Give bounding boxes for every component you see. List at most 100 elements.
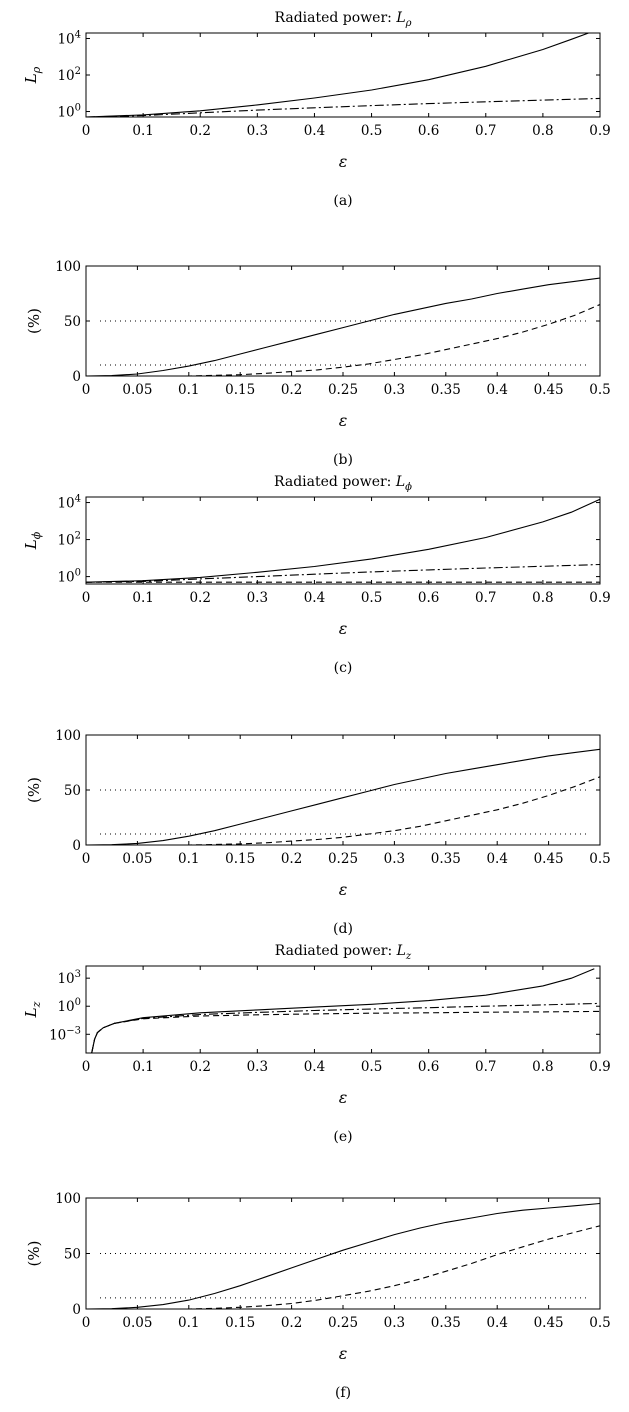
x-tick-label: 0.6 <box>418 590 439 606</box>
y-tick-label: 50 <box>64 1247 81 1263</box>
series-dashed-line <box>86 776 600 845</box>
y-tick-mantissa: 10 <box>57 68 74 84</box>
panel-f: 0 0.05 0.1 0.15 0.2 0.25 0.3 0.35 0.4 0.45 0.5 0 50 1… <box>25 1191 611 1401</box>
series-group <box>86 748 600 845</box>
chart-title-var: L <box>395 10 405 26</box>
y-axis-label: Lϕ <box>22 531 43 550</box>
x-tick-label: 0 <box>82 1315 91 1331</box>
series-dashed-line <box>91 1010 600 1053</box>
y-tick-mantissa: 10 <box>49 1027 66 1043</box>
x-tick-label: 0.25 <box>328 382 358 398</box>
chart-title-sub: z <box>405 951 412 962</box>
y-tick-mantissa: 10 <box>57 105 74 121</box>
x-tick-label: 0.45 <box>534 382 564 398</box>
x-tick-label: 0.6 <box>418 1059 439 1075</box>
x-tick-label: 0 <box>82 851 91 867</box>
panel-caption: (b) <box>333 452 353 468</box>
chart-title-prefix: Radiated power: <box>275 943 397 959</box>
x-tick-label: 0.5 <box>361 1059 382 1075</box>
x-tick-label: 0.3 <box>247 590 268 606</box>
plot-frame <box>85 1197 601 1310</box>
plot-frame <box>85 734 601 846</box>
x-tick-label: 0.9 <box>589 1059 610 1075</box>
y-axis-label: (%) <box>25 308 43 334</box>
y-tick-exponent: 3 <box>75 969 81 980</box>
x-tick-label: 0 <box>82 590 91 606</box>
plot-frame <box>85 496 601 585</box>
series-dashdot-line <box>91 1002 600 1053</box>
x-tick-label: 0.2 <box>189 123 210 139</box>
x-tick-label: 0.7 <box>475 590 496 606</box>
x-tick-label: 0.15 <box>225 1315 255 1331</box>
y-tick-label: 100 <box>57 997 81 1015</box>
x-tick-label: 0.3 <box>247 123 268 139</box>
x-tick-label: 0.1 <box>132 1059 153 1075</box>
chart-title-var: L <box>395 474 405 490</box>
y-axis-label-var: L <box>22 539 40 550</box>
y-tick-label: 50 <box>64 783 81 799</box>
y-tick-exponent: 0 <box>75 103 81 114</box>
series-dashdot-line <box>86 563 600 583</box>
chart-title-prefix: Radiated power: <box>274 474 396 490</box>
y-tick-mantissa: 10 <box>57 999 74 1015</box>
x-tick-label: 0.2 <box>281 851 302 867</box>
panel-caption: (f) <box>335 1385 351 1401</box>
y-tick-exponent: 0 <box>75 568 81 579</box>
plot-frame <box>85 32 601 118</box>
series-group <box>86 277 600 376</box>
plot-frame <box>85 965 601 1054</box>
y-tick-exponent: 2 <box>75 66 81 77</box>
x-tick-label: 0.3 <box>247 1059 268 1075</box>
x-tick-label: 0.6 <box>418 123 439 139</box>
x-tick-label: 0.2 <box>189 590 210 606</box>
series-solid-line <box>86 277 600 376</box>
x-tick-label: 0.35 <box>431 851 461 867</box>
y-tick-label: 0 <box>72 1302 81 1318</box>
x-tick-label: 0.5 <box>361 590 382 606</box>
series-solid-line <box>91 968 595 1053</box>
y-tick-label: 100 <box>55 259 81 275</box>
y-tick-exponent: 4 <box>75 29 81 40</box>
y-tick-label: 0 <box>72 369 81 385</box>
y-axis-label-sub: ϕ <box>30 531 43 539</box>
x-tick-label: 0.45 <box>534 851 564 867</box>
chart-title-prefix: Radiated power: <box>274 10 396 26</box>
y-tick-label: 104 <box>57 494 81 512</box>
series-solid-line <box>86 748 600 845</box>
chart-title-sub: ϕ <box>405 482 412 493</box>
y-tick-mantissa: 10 <box>57 533 74 549</box>
x-axis-label: ε <box>339 1344 348 1363</box>
x-tick-label: 0.1 <box>132 590 153 606</box>
y-tick-mantissa: 10 <box>57 496 74 512</box>
panel-c: 0 0.1 0.2 0.3 0.4 0.5 0.6 0.7 0.8 0.9100102104LϕR… <box>22 474 611 676</box>
series-group <box>86 498 600 583</box>
x-tick-label: 0.7 <box>475 123 496 139</box>
y-tick-label: 100 <box>57 568 81 586</box>
y-tick-label: 0 <box>72 838 81 854</box>
y-axis-label: (%) <box>25 777 43 803</box>
x-tick-label: 0 <box>82 123 91 139</box>
x-tick-label: 0.5 <box>589 1315 610 1331</box>
panel-e: 0 0.1 0.2 0.3 0.4 0.5 0.6 0.7 0.8 0.910−3100103Lz… <box>22 943 611 1145</box>
y-tick-label: 50 <box>64 314 81 330</box>
x-tick-label: 0.1 <box>178 382 199 398</box>
x-axis-label: ε <box>339 1088 348 1107</box>
y-axis-label-var: L <box>22 73 40 84</box>
x-tick-label: 0.5 <box>589 851 610 867</box>
y-axis-label: (%) <box>25 1241 43 1267</box>
x-tick-label: 0.25 <box>328 1315 358 1331</box>
x-tick-label: 0.25 <box>328 851 358 867</box>
y-tick-label: 100 <box>55 728 81 744</box>
x-tick-label: 0.05 <box>122 851 152 867</box>
x-tick-label: 0.4 <box>304 123 325 139</box>
y-tick-label: 102 <box>57 531 81 549</box>
x-tick-label: 0.8 <box>532 123 553 139</box>
x-tick-label: 0.8 <box>532 1059 553 1075</box>
y-tick-mantissa: 10 <box>57 570 74 586</box>
x-axis-label: ε <box>339 880 348 899</box>
y-tick-exponent: 0 <box>75 997 81 1008</box>
panel-d: 0 0.05 0.1 0.15 0.2 0.25 0.3 0.35 0.4 0.45 0.5 0 50 1… <box>25 728 611 937</box>
x-tick-label: 0.4 <box>486 382 507 398</box>
x-tick-label: 0.5 <box>361 123 382 139</box>
